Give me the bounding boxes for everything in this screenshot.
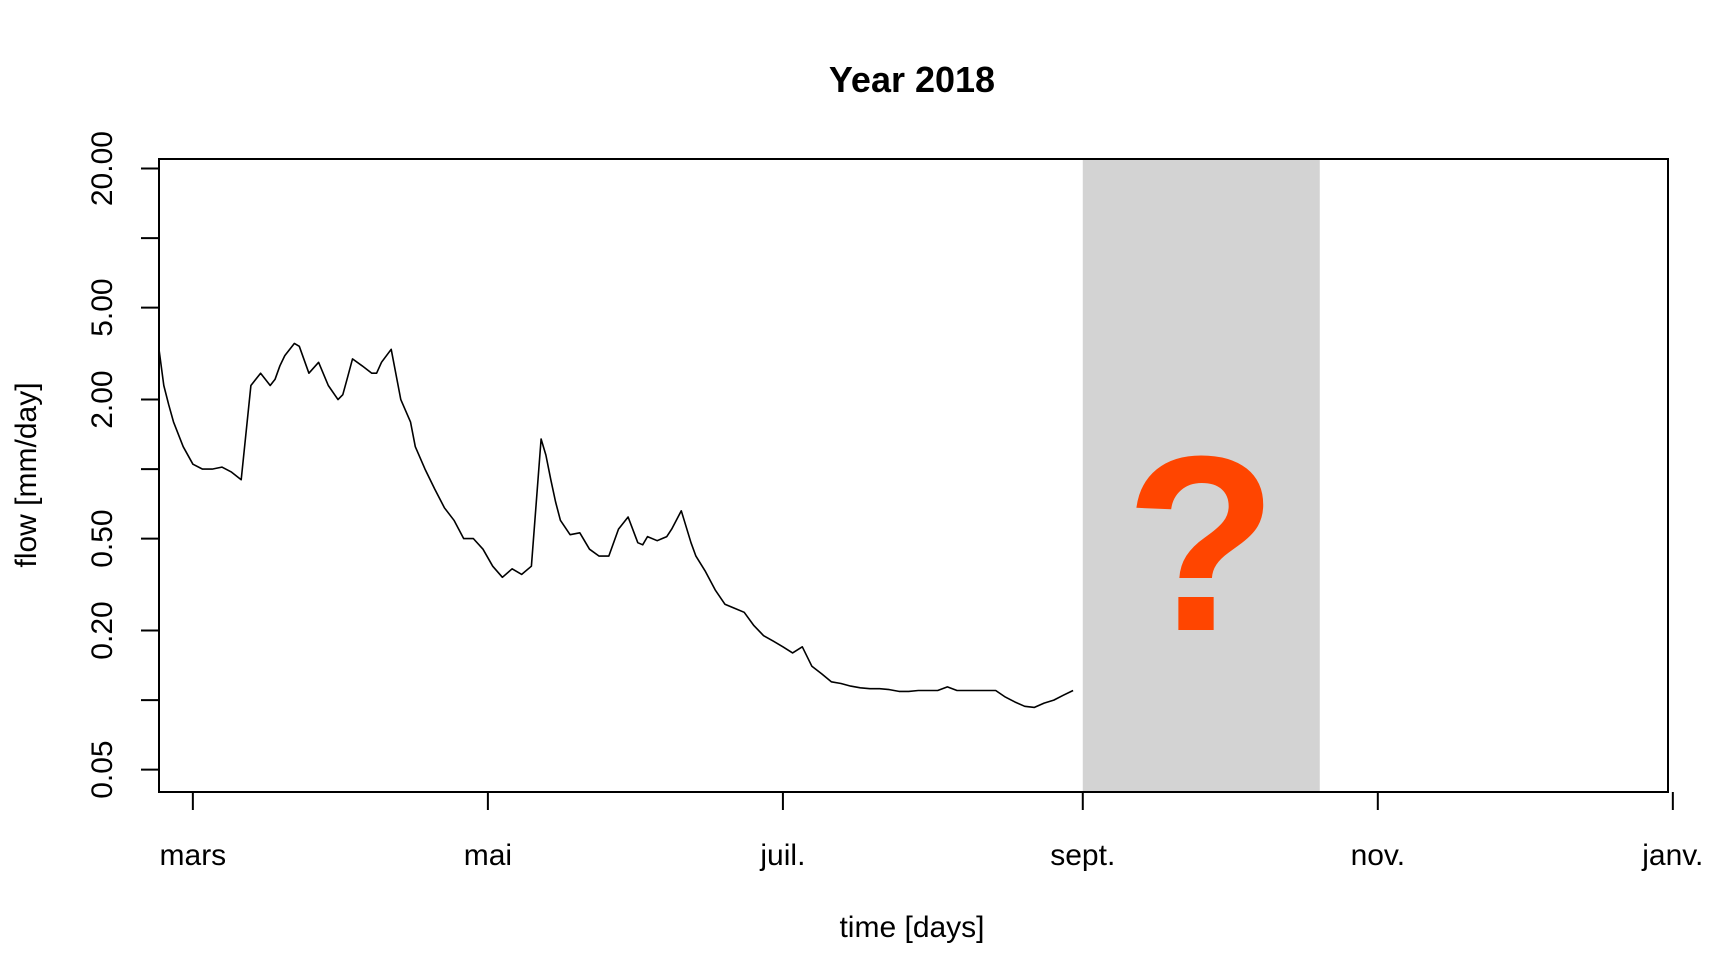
y-axis: 20.00 5.00 2.00 0.50 0.20 0.05: [86, 131, 159, 799]
question-mark: ?: [1125, 404, 1278, 683]
x-tick-label: sept.: [1050, 839, 1115, 872]
shaded-region-layer: ?: [1082, 159, 1320, 792]
y-tick-label: 0.20: [86, 601, 119, 659]
plot-frame: [158, 158, 1669, 793]
y-tick-label: 0.05: [86, 740, 119, 798]
x-axis: mars mai juil. sept. nov. janv.: [160, 792, 1703, 872]
x-tick-label: mai: [464, 839, 512, 872]
x-tick-label: nov.: [1351, 839, 1405, 872]
y-tick-label: 5.00: [86, 278, 119, 336]
shaded-period: [1082, 159, 1320, 792]
y-tick-label: 0.50: [86, 509, 119, 567]
y-axis-title: flow [mm/day]: [10, 382, 43, 567]
x-tick-label: mars: [160, 839, 227, 872]
y-tick-label: 20.00: [86, 131, 119, 206]
y-tick-label: 2.00: [86, 370, 119, 428]
x-tick-label: janv.: [1641, 839, 1703, 872]
chart-title: Year 2018: [829, 59, 995, 100]
x-tick-label: juil.: [759, 839, 805, 872]
series-layer: [158, 342, 1074, 709]
series-line-1: [158, 342, 1074, 709]
x-axis-title: time [days]: [839, 911, 984, 944]
